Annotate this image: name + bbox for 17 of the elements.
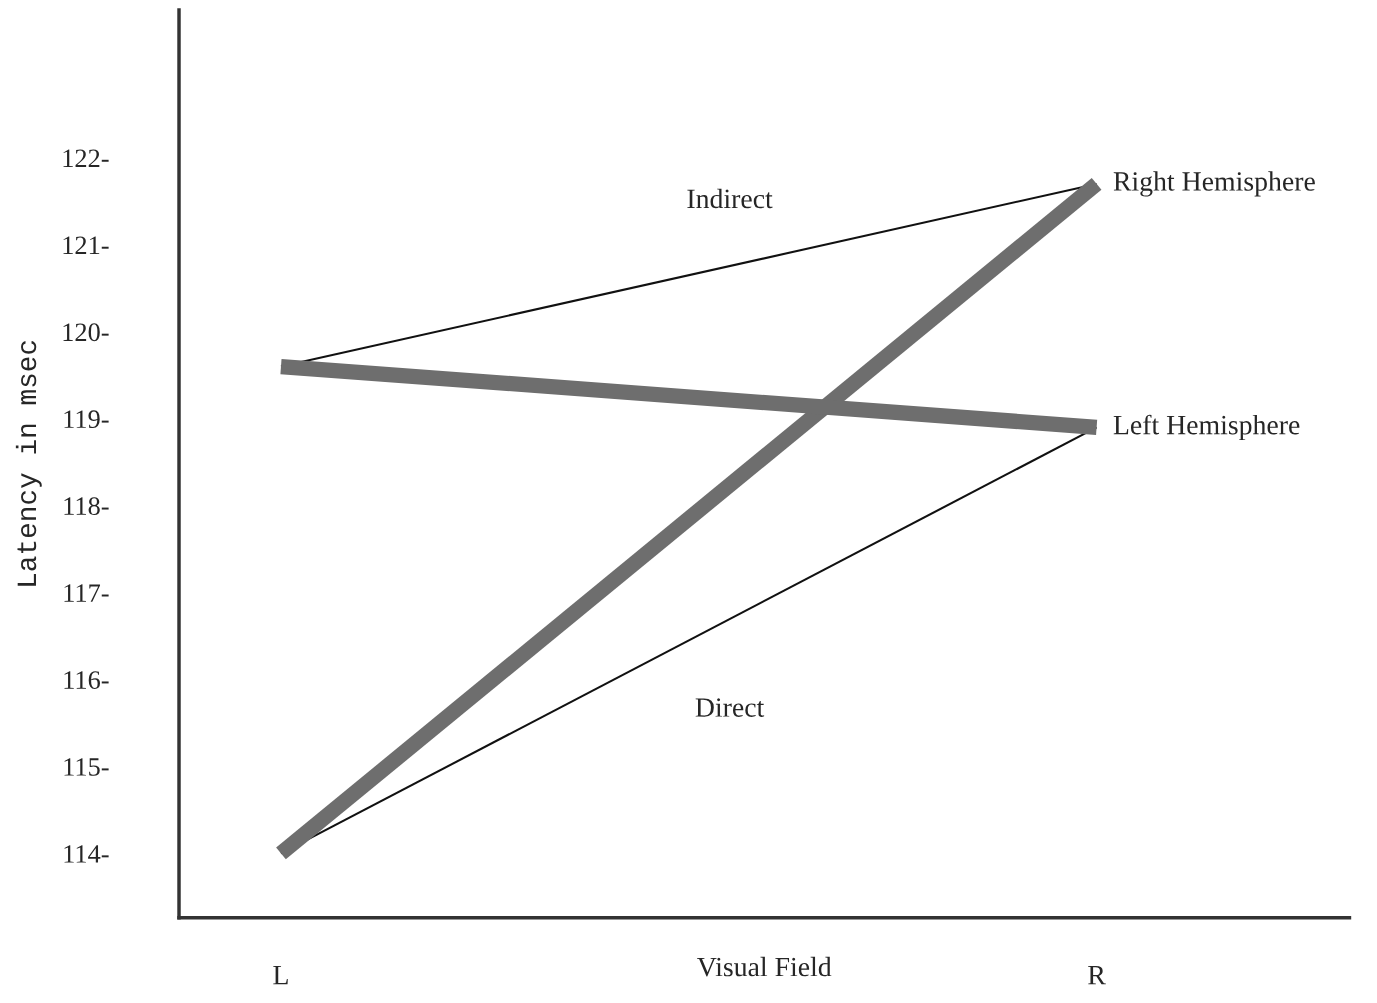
y-axis-title: Latency in msec xyxy=(15,340,42,586)
y-tick-label: 117- xyxy=(64,584,109,602)
y-tick-label: 120- xyxy=(63,323,109,342)
y-tick-label: 121- xyxy=(63,236,109,254)
series-label: Direct xyxy=(695,698,765,717)
y-tick-label: 119- xyxy=(64,410,109,429)
series-label: Left Hemisphere xyxy=(1113,414,1300,441)
y-tick-label: 115- xyxy=(64,758,109,776)
y-tick-label: 114- xyxy=(64,845,109,863)
y-tick-label: 118- xyxy=(64,497,109,516)
x-tick-label: R xyxy=(1088,966,1106,985)
y-tick-label: 122- xyxy=(63,149,109,167)
y-tick-label: 116- xyxy=(64,671,109,689)
series-label: Indirect xyxy=(687,188,773,209)
x-tick-label: L xyxy=(273,966,288,985)
x-axis-title: Visual Field xyxy=(697,956,832,977)
series-label: Right Hemisphere xyxy=(1113,171,1315,197)
